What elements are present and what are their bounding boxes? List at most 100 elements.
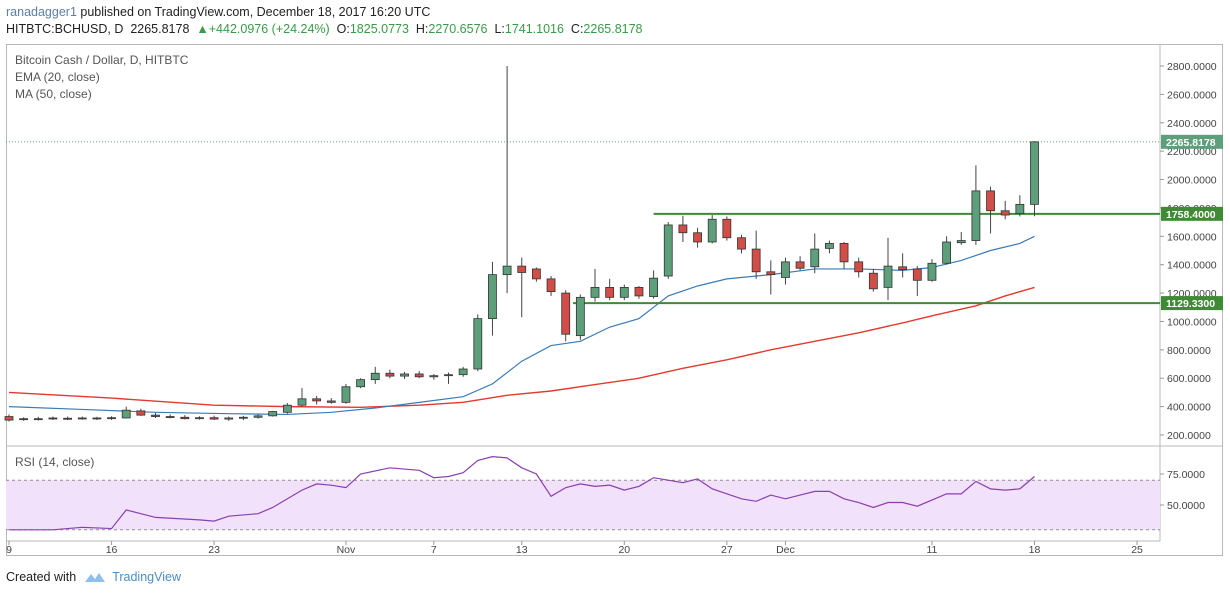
candle-down [722,218,732,239]
candle-down [180,416,190,420]
candle-down [151,414,160,417]
candle-down [4,416,14,421]
price-tick-label: 2400.0000 [1167,118,1217,130]
price-tick-label: 1000.0000 [1167,316,1217,328]
candle-up [224,417,234,420]
quote-bar: HITBTC:BCHUSD, D 2265.8178 ▲+442.0976 (+… [6,22,643,36]
ema20-line [8,235,1035,416]
candle-up [590,286,600,298]
close-value: 2265.8178 [583,22,643,36]
candle-up [942,241,951,264]
time-tick-label: 18 [1029,544,1041,556]
open-label: O: [336,22,350,36]
candle-up [1030,141,1039,205]
candle-down [326,400,336,403]
last-price-tag [1161,134,1223,149]
candle-up [92,417,102,420]
candle-up [971,190,981,241]
level-tag-label: 1758.4000 [1166,209,1216,221]
candle-down [517,265,527,273]
candle-up [927,262,937,281]
candle-down [634,286,644,297]
last-price-tag-label: 2265.8178 [1166,137,1216,149]
candle-down [693,232,702,243]
time-tick-label: 27 [721,544,733,556]
price-tick-label: 1400.0000 [1167,260,1217,272]
price-tick-label: 400.0000 [1167,402,1211,414]
candle-down [165,416,175,418]
candle-up [356,379,366,388]
candle-up [268,411,278,417]
time-tick-label: 11 [926,544,937,556]
candle-down [532,268,541,280]
candle-up [297,398,307,406]
candle-up [956,240,966,244]
price-change: ▲+442.0976 (+24.24%) [196,22,330,36]
candle-up [649,277,658,298]
time-tick-label: Dec [776,544,795,556]
candle-down [737,237,746,250]
candle-up [370,372,380,381]
candle-down [1000,210,1010,216]
candle-up [121,409,131,419]
time-tick-label: 16 [106,544,118,556]
candle-up [663,224,673,277]
candle-up [502,265,512,276]
candle-up [825,243,834,249]
tradingview-logo-icon [85,573,106,582]
candle-down [48,417,58,420]
time-tick-label: 9 [6,544,12,556]
ma-legend: MA (50, close) [15,87,92,101]
time-tick-label: 7 [431,544,437,556]
low-label: L: [494,22,505,36]
open-value: 1825.0773 [349,22,409,36]
time-tick-label: 23 [208,544,220,556]
candle-up [707,218,717,243]
candle-down [868,272,878,290]
candle-down [795,261,805,269]
candle-down [312,398,322,402]
candle-up [1015,203,1025,214]
footer: Created with TradingView [6,570,181,584]
created-with-label: Created with [6,570,77,584]
candle-up [429,375,439,378]
ema-legend: EMA (20, close) [15,70,100,84]
high-value: 2270.6576 [428,22,488,36]
close-label: C: [570,22,584,36]
time-tick-label: Nov [337,544,356,556]
candle-up [473,318,483,370]
price-tick-label: 2800.0000 [1167,61,1217,73]
rsi-line [9,456,1035,531]
candle-down [986,190,995,212]
candle-down [19,418,29,421]
price-tick-label: 200.0000 [1167,430,1211,442]
candle-down [63,417,72,420]
rsi-tick-label: 50.0000 [1167,500,1205,512]
candle-up [458,368,468,376]
candle-down [854,261,864,273]
candle-up [444,374,453,377]
ma50-line [8,286,1035,409]
candle-down [561,292,571,335]
time-tick-label: 25 [1131,544,1143,556]
high-label: H: [415,22,429,36]
candle-down [385,372,395,377]
level-tag [1161,206,1223,221]
candle-down [766,271,776,276]
candle-down [33,418,43,421]
author-link[interactable]: ranadagger1 [6,5,77,19]
price-tick-label: 2600.0000 [1167,89,1217,101]
candle-down [898,266,908,271]
candle-up [195,417,204,420]
tradingview-link[interactable]: TradingView [112,570,181,584]
candle-up [253,415,263,418]
candle-up [488,274,497,320]
candle-down [136,410,146,416]
chart-title: Bitcoin Cash / Dollar, D, HITBTC [15,53,189,67]
price-tick-label: 600.0000 [1167,373,1211,385]
candle-down [678,224,688,234]
price-tick-label: 2000.0000 [1167,175,1217,187]
candle-up [781,261,790,278]
rsi-legend: RSI (14, close) [15,455,95,469]
